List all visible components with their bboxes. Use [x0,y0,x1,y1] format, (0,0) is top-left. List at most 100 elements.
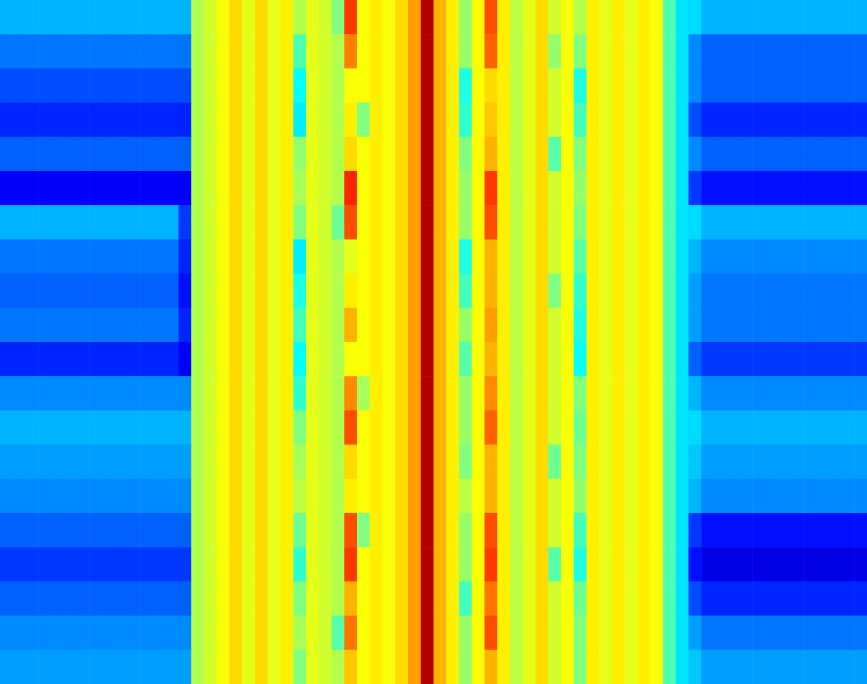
heatmap-cell [536,650,549,684]
heatmap-cell [395,103,408,138]
heatmap-cell [268,171,281,206]
heatmap-cell [727,103,740,138]
heatmap-cell [370,547,383,582]
heatmap-cell [89,376,102,411]
heatmap-cell [523,445,536,480]
heatmap-cell [714,376,727,411]
heatmap-cell [485,547,498,582]
heatmap-cell [434,205,447,240]
heatmap-cell [803,342,816,377]
heatmap-cell [599,0,612,35]
heatmap-cell [26,376,39,411]
heatmap-cell [485,342,498,377]
heatmap-cell [689,650,702,684]
heatmap-cell [77,308,90,343]
heatmap-cell [689,274,702,309]
heatmap-cell [421,308,434,343]
heatmap-cell [816,68,829,103]
heatmap-cell [293,308,306,343]
heatmap-cell [383,239,396,274]
heatmap-cell [204,616,217,651]
heatmap-cell [842,239,855,274]
heatmap-cell [829,171,842,206]
heatmap-cell [650,0,663,35]
heatmap-cell [383,445,396,480]
heatmap-cell [204,650,217,684]
heatmap-cell [740,616,753,651]
heatmap-cell [64,171,77,206]
heatmap-cell [408,137,421,172]
heatmap-cell [536,171,549,206]
heatmap-cell [89,342,102,377]
heatmap-cell [217,581,230,616]
heatmap-cell [842,513,855,548]
heatmap-cell [89,445,102,480]
heatmap-cell [740,308,753,343]
heatmap-cell [638,342,651,377]
heatmap-cell [293,616,306,651]
heatmap-cell [510,445,523,480]
heatmap-cell [13,581,26,616]
heatmap-cell [191,239,204,274]
heatmap-cell [459,205,472,240]
heatmap-cell [230,376,243,411]
heatmap-cell [281,445,294,480]
heatmap-cell [523,205,536,240]
heatmap-cell [268,34,281,69]
heatmap-cell [77,103,90,138]
heatmap-cell [740,239,753,274]
heatmap-cell [548,239,561,274]
heatmap-cell [268,513,281,548]
heatmap-cell [306,376,319,411]
heatmap-cell [421,650,434,684]
heatmap-cell [574,171,587,206]
heatmap-cell [370,616,383,651]
heatmap-cell [140,274,153,309]
heatmap-cell [714,274,727,309]
heatmap-cell [217,103,230,138]
heatmap-cell [446,581,459,616]
heatmap-cell [612,342,625,377]
heatmap-cell [204,68,217,103]
heatmap-cell [854,650,867,684]
heatmap-cell [408,513,421,548]
heatmap-cell [689,103,702,138]
heatmap-cell [115,650,128,684]
heatmap-cell [548,68,561,103]
heatmap-cell [281,308,294,343]
heatmap-cell [166,274,179,309]
heatmap-cell [293,581,306,616]
heatmap-cell [523,103,536,138]
heatmap-cell [599,410,612,445]
heatmap-cell [752,342,765,377]
heatmap-cell [778,239,791,274]
heatmap-cell [714,479,727,514]
heatmap-cell [485,445,498,480]
heatmap-cell [625,581,638,616]
heatmap-cell [791,479,804,514]
heatmap-cell [64,445,77,480]
heatmap-cell [204,410,217,445]
heatmap-cell [510,479,523,514]
heatmap-cell [255,616,268,651]
heatmap-cell [816,205,829,240]
heatmap-cell [638,171,651,206]
heatmap-cell [625,445,638,480]
heatmap-cell [230,34,243,69]
heatmap-cell [829,376,842,411]
heatmap-cell [179,342,192,377]
heatmap-cell [854,239,867,274]
heatmap-cell [306,308,319,343]
heatmap-cell [281,103,294,138]
heatmap-cell [140,68,153,103]
heatmap-cell [485,479,498,514]
heatmap-cell [561,205,574,240]
heatmap-cell [650,171,663,206]
heatmap-cell [268,137,281,172]
heatmap-cell [332,616,345,651]
heatmap-cell [536,34,549,69]
heatmap-cell [230,239,243,274]
heatmap-cell [230,616,243,651]
heatmap-cell [293,410,306,445]
heatmap-cell [306,616,319,651]
